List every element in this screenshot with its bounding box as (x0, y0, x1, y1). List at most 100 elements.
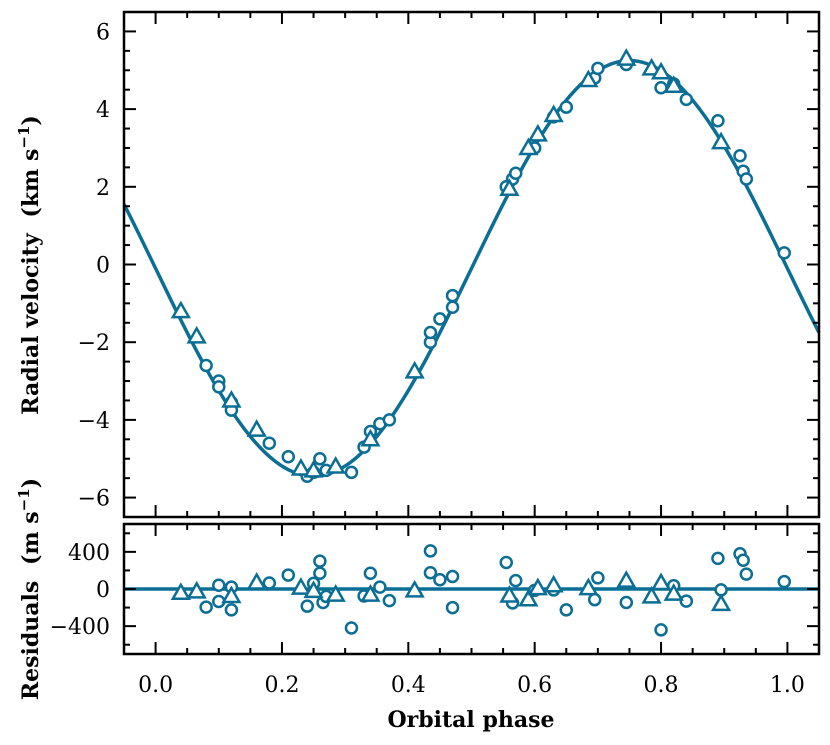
rv-point-triangle (650, 61, 672, 80)
rv-point-triangle (578, 69, 599, 88)
rv-point-circle (313, 451, 327, 466)
residual-point-triangle (303, 580, 324, 599)
rv-point-circle (777, 246, 791, 260)
rv-point-triangle (710, 131, 732, 150)
bottom-panel: 0.0 0.2 0.4 0.6 0.8 1.0 −400 0 400 (50, 522, 821, 698)
residual-point-triangle (290, 577, 312, 595)
rv-point-triangle (303, 459, 324, 478)
residual-point-triangle (663, 583, 684, 601)
rv-point-circle (591, 61, 605, 76)
rv-point-triangle (360, 428, 381, 447)
rv-point-triangle (246, 419, 267, 437)
rv-point-triangle (543, 104, 564, 123)
residual-point-triangle (616, 570, 637, 588)
rv-point-circle (423, 325, 438, 340)
residual-point-circle (445, 569, 460, 584)
rv-point-triangle (186, 325, 207, 344)
residual-point-circle (373, 580, 387, 594)
residual-point-circle (587, 592, 602, 607)
top-panel: −6 −4 −2 0 2 4 6 (78, 10, 821, 519)
rv-point-circle (262, 436, 277, 450)
rv-point-circle (559, 100, 574, 114)
x-tick-label: 0.4 (391, 673, 426, 698)
y-tick-label: −4 (78, 409, 110, 434)
rv-point-circle (344, 465, 359, 480)
residual-point-circle (423, 544, 438, 558)
residual-point-triangle (518, 588, 539, 607)
bottom-y-axis-label: Residuals (m s−1) (15, 478, 44, 700)
residual-point-circle (654, 623, 668, 637)
top-y-axis-label: Radial velocity (km s−1) (15, 115, 44, 415)
residual-point-circle (363, 566, 378, 580)
rv-point-triangle (325, 455, 346, 474)
y-tick-label: 400 (68, 541, 110, 566)
rv-point-triangle (170, 300, 192, 319)
rv-point-circle (445, 288, 460, 303)
rv-point-circle (445, 300, 460, 314)
residual-point-circle (212, 578, 226, 593)
rv-point-circle (733, 148, 747, 163)
x-tick-label: 0.0 (138, 673, 173, 698)
rv-point-circle (739, 172, 754, 186)
residual-point-circle (300, 599, 314, 613)
residual-point-triangle (221, 585, 242, 604)
y-tick-label: 0 (96, 254, 110, 279)
residual-point-circle (262, 576, 277, 590)
residual-point-circle (344, 621, 359, 635)
residual-point-circle (382, 593, 397, 608)
rv-point-triangle (616, 48, 637, 66)
y-tick-label: 0 (96, 578, 110, 603)
rv-point-triangle (518, 137, 539, 156)
residual-point-circle (313, 566, 327, 580)
y-tick-label: −400 (50, 615, 110, 640)
residual-point-circle (736, 553, 750, 567)
residual-point-circle (313, 554, 327, 568)
residual-point-circle (711, 551, 725, 566)
model-curve (122, 58, 821, 478)
rv-point-triangle (527, 123, 548, 142)
residual-point-triangle (404, 579, 425, 598)
x-tick-label: 0.6 (517, 673, 552, 698)
rv-point-circle (654, 81, 668, 95)
rv-point-circle (199, 358, 213, 373)
x-axis-label: Orbital phase (388, 707, 555, 733)
y-tick-label: 4 (96, 98, 110, 123)
rv-point-triangle (499, 178, 520, 196)
rv-point-circle (212, 380, 226, 394)
residual-point-circle (224, 603, 239, 617)
residual-point-triangle (543, 574, 564, 593)
rv-point-circle (508, 166, 523, 180)
residual-point-circle (445, 600, 460, 615)
residual-point-circle (591, 571, 605, 585)
rv-point-circle (382, 413, 397, 427)
rv-point-triangle (290, 457, 312, 476)
residual-point-circle (559, 603, 574, 617)
rv-point-triangle (663, 75, 684, 94)
residual-point-triangle (578, 577, 599, 596)
residual-point-triangle (246, 571, 267, 590)
y-tick-label: 6 (96, 20, 110, 45)
rv-point-circle (281, 450, 296, 464)
residual-point-circle (423, 566, 438, 580)
y-tick-label: −2 (78, 331, 110, 356)
rv-point-triangle (221, 389, 242, 408)
residual-point-triangle (325, 584, 346, 602)
residual-point-circle (739, 567, 754, 581)
residual-point-triangle (360, 584, 381, 602)
y-tick-label: −6 (78, 487, 110, 512)
residual-point-triangle (499, 584, 520, 603)
residual-point-circle (679, 594, 694, 608)
residual-point-circle (199, 600, 213, 614)
residual-point-triangle (650, 572, 672, 591)
residual-point-triangle (170, 582, 192, 600)
rv-point-circle (433, 312, 447, 326)
residual-point-triangle (186, 580, 207, 599)
x-tick-label: 0.8 (644, 673, 679, 698)
residual-point-circle (433, 572, 447, 587)
x-tick-label: 0.2 (264, 673, 299, 698)
residual-point-circle (777, 574, 791, 589)
rv-point-triangle (404, 360, 425, 379)
residual-point-triangle (641, 585, 662, 604)
y-tick-label: 2 (96, 176, 110, 201)
